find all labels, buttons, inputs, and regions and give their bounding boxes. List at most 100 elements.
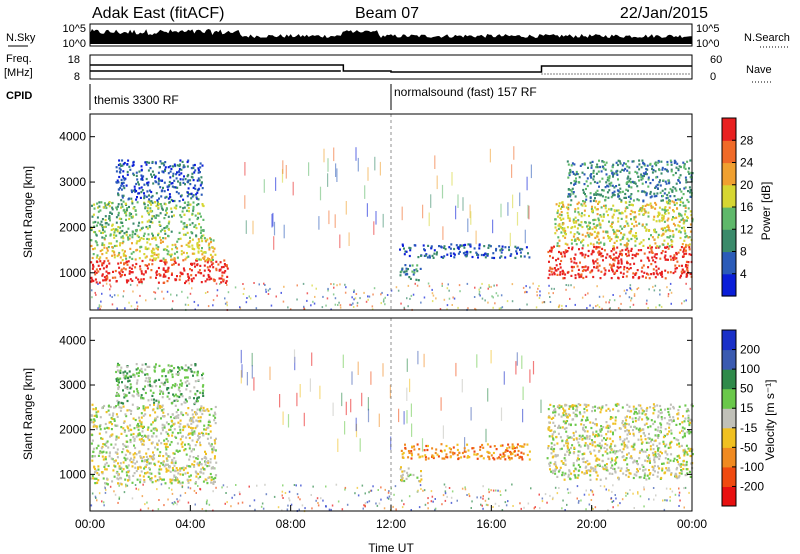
scatter-pixel — [643, 252, 646, 255]
scatter-pixel — [120, 406, 123, 409]
scatter-pixel — [577, 219, 580, 222]
noise-pixel — [243, 287, 245, 290]
scatter-pixel — [624, 162, 627, 166]
scatter-pixel — [182, 473, 184, 476]
noise-pixel — [146, 501, 148, 504]
scatter-pixel — [111, 417, 114, 420]
scatter-pixel — [635, 232, 637, 235]
scatter-pixel — [602, 259, 604, 262]
scatter-pixel — [617, 178, 619, 181]
scatter-pixel — [204, 260, 207, 263]
noise-pixel — [434, 508, 436, 511]
streak-pixel — [339, 234, 341, 249]
scatter-pixel — [512, 445, 515, 448]
scatter-pixel — [162, 267, 165, 270]
scatter-pixel — [590, 207, 593, 211]
scatter-pixel — [149, 276, 152, 279]
scatter-pixel — [118, 370, 121, 373]
scatter-pixel — [99, 424, 102, 427]
scatter-pixel — [578, 276, 581, 279]
scatter-pixel — [118, 385, 120, 388]
scatter-pixel — [191, 419, 194, 422]
scatter-pixel — [586, 225, 588, 228]
scatter-pixel — [194, 380, 197, 383]
scatter-pixel — [149, 258, 152, 261]
scatter-pixel — [592, 250, 595, 253]
scatter-pixel — [649, 202, 652, 205]
scatter-pixel — [605, 231, 608, 234]
scatter-pixel — [677, 198, 679, 201]
noise-pixel — [617, 307, 620, 310]
scatter-pixel — [177, 414, 180, 417]
scatter-pixel — [488, 451, 491, 455]
scatter-pixel — [153, 403, 155, 406]
scatter-pixel — [172, 165, 174, 168]
scatter-pixel — [482, 457, 485, 460]
scatter-pixel — [122, 421, 125, 424]
scatter-pixel — [132, 215, 134, 218]
scatter-pixel — [579, 164, 582, 167]
scatter-pixel — [591, 160, 594, 163]
scatter-pixel — [129, 383, 132, 386]
noise-pixel — [325, 505, 327, 508]
scatter-pixel — [613, 190, 616, 193]
scatter-pixel — [135, 276, 138, 279]
noise-pixel — [567, 284, 570, 287]
scatter-pixel — [92, 248, 95, 251]
scatter-pixel — [564, 472, 567, 475]
scatter-pixel — [462, 244, 465, 247]
scatter-pixel — [192, 277, 195, 280]
noise-pixel — [189, 487, 192, 490]
scatter-pixel — [107, 203, 110, 206]
scatter-pixel — [213, 419, 216, 422]
scatter-pixel — [201, 240, 204, 243]
noise-pixel — [592, 306, 594, 309]
scatter-pixel — [151, 481, 154, 484]
noise-pixel — [629, 306, 631, 309]
scatter-pixel — [180, 215, 183, 219]
scatter-pixel — [425, 253, 428, 256]
scatter-pixel — [90, 421, 93, 424]
noise-pixel — [314, 295, 316, 298]
scatter-pixel — [633, 218, 636, 221]
scatter-pixel — [186, 180, 189, 183]
scatter-pixel — [592, 219, 595, 222]
scatter-pixel — [129, 459, 132, 462]
noise-pixel — [432, 294, 435, 297]
scatter-pixel — [144, 206, 147, 209]
scatter-pixel — [178, 200, 181, 203]
scatter-pixel — [616, 246, 619, 249]
scatter-pixel — [193, 397, 195, 400]
scatter-pixel — [130, 189, 133, 192]
scatter-pixel — [165, 212, 168, 215]
scatter-pixel — [99, 416, 102, 419]
scatter-pixel — [420, 254, 422, 257]
scatter-pixel — [180, 172, 183, 175]
scatter-pixel — [197, 371, 199, 374]
scatter-pixel — [575, 180, 577, 183]
scatter-pixel — [162, 408, 165, 411]
scatter-pixel — [558, 469, 561, 472]
scatter-pixel — [594, 236, 597, 239]
scatter-pixel — [660, 227, 663, 230]
scatter-pixel — [162, 248, 165, 251]
scatter-pixel — [595, 227, 597, 230]
noise-pixel — [538, 493, 540, 496]
scatter-pixel — [173, 206, 176, 209]
scatter-pixel — [199, 166, 202, 169]
scatter-pixel — [438, 245, 440, 248]
scatter-pixel — [605, 477, 608, 480]
scatter-pixel — [194, 427, 197, 430]
scatter-pixel — [646, 460, 649, 463]
scatter-pixel — [103, 230, 106, 233]
noise-pixel — [300, 484, 302, 487]
scatter-pixel — [631, 253, 634, 256]
scatter-pixel — [401, 268, 404, 271]
scatter-pixel — [142, 440, 145, 443]
scatter-pixel — [194, 363, 197, 366]
noise-pixel — [219, 283, 221, 285]
scatter-pixel — [148, 438, 151, 441]
scatter-pixel — [662, 442, 665, 445]
scatter-pixel — [433, 252, 436, 255]
scatter-pixel — [557, 236, 560, 239]
